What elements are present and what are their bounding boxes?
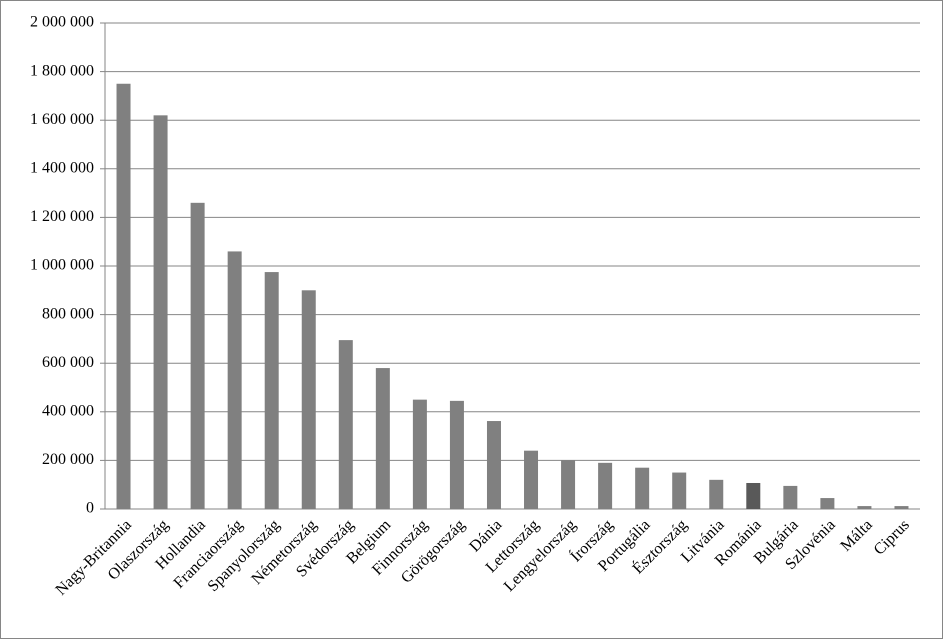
- y-tick-label: 600 000: [42, 354, 94, 371]
- y-tick-label: 1 200 000: [30, 208, 94, 225]
- bar: [635, 467, 650, 509]
- bar: [857, 506, 872, 509]
- bar: [672, 472, 687, 509]
- bar: [301, 290, 316, 509]
- y-tick-label: 400 000: [42, 402, 94, 419]
- y-tick-label: 0: [86, 500, 94, 517]
- bar: [449, 400, 464, 509]
- bar: [524, 450, 539, 509]
- y-tick-label: 1 400 000: [30, 159, 94, 176]
- bar: [375, 368, 390, 509]
- bar: [227, 251, 242, 510]
- y-tick-label: 800 000: [42, 305, 94, 322]
- bar: [264, 272, 279, 509]
- bar: [820, 498, 835, 509]
- y-tick-label: 200 000: [42, 451, 94, 468]
- y-tick-label: 1 600 000: [30, 111, 94, 128]
- bar: [190, 202, 205, 509]
- bar: [783, 485, 798, 509]
- bar: [894, 506, 909, 509]
- y-tick-label: 1 000 000: [30, 257, 94, 274]
- bar: [116, 83, 131, 509]
- bar: [709, 479, 724, 509]
- bar: [412, 399, 427, 509]
- y-tick-label: 2 000 000: [30, 14, 94, 31]
- bar: [598, 462, 613, 509]
- bar: [486, 421, 501, 509]
- bar: [338, 340, 353, 509]
- bar: [561, 460, 576, 509]
- bar: [746, 482, 761, 509]
- y-tick-label: 1 800 000: [30, 62, 94, 79]
- bar: [153, 115, 168, 509]
